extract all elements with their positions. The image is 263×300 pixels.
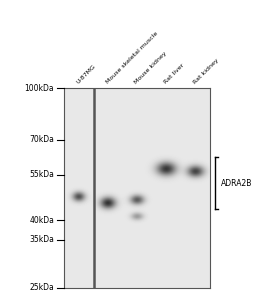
Text: 100kDa: 100kDa (25, 84, 54, 93)
Text: Mouse skeletal muscle: Mouse skeletal muscle (105, 31, 159, 85)
Text: 55kDa: 55kDa (29, 170, 54, 179)
Text: Mouse kidney: Mouse kidney (134, 50, 168, 85)
Text: ADRA2B: ADRA2B (221, 179, 253, 188)
Text: 40kDa: 40kDa (29, 216, 54, 225)
Text: 70kDa: 70kDa (29, 135, 54, 144)
Text: U-87MG: U-87MG (75, 63, 97, 85)
Text: 25kDa: 25kDa (29, 284, 54, 292)
Text: Rat liver: Rat liver (163, 62, 185, 85)
Text: 35kDa: 35kDa (29, 235, 54, 244)
Text: Rat kidney: Rat kidney (192, 57, 220, 85)
